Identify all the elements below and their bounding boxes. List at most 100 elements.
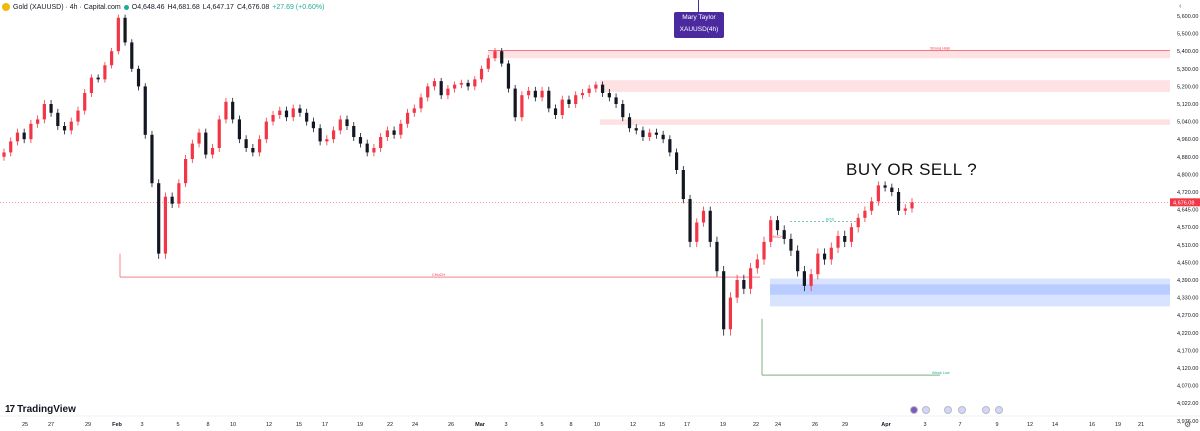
candle-body: [829, 247, 833, 260]
candle-body: [76, 110, 80, 122]
time-tick-label: 5: [176, 422, 179, 428]
flag-us-icon[interactable]: [958, 406, 966, 414]
candle-body: [728, 297, 732, 330]
time-tick-label: 26: [448, 422, 454, 428]
author-connector: [698, 0, 699, 12]
gear-icon[interactable]: ⚙: [1184, 420, 1192, 429]
candle-body: [9, 141, 13, 153]
symbol-title[interactable]: Gold (XAUUSD) · 4h · Capital.com: [13, 3, 121, 11]
candle-body: [36, 119, 40, 124]
candle-body: [130, 42, 134, 69]
candle-body: [439, 81, 443, 96]
candle-body: [197, 132, 201, 144]
candle-body: [29, 123, 33, 140]
price-tick-label: 4,960.00: [1177, 137, 1198, 143]
candle-body: [184, 159, 188, 184]
collapse-icon[interactable]: ‹: [1179, 3, 1182, 10]
demand-zone: [770, 284, 1170, 295]
candle-body: [251, 148, 255, 153]
candle-body: [890, 187, 894, 192]
candle-body: [96, 77, 100, 80]
price-tick-label: 5,300.00: [1177, 67, 1198, 73]
candle-body: [654, 132, 659, 135]
candle-body: [755, 259, 759, 269]
candle-body: [157, 183, 161, 254]
price-tick-label: 4,645.00: [1177, 208, 1198, 214]
flag-us-icon[interactable]: [995, 406, 1003, 414]
candle-body: [627, 117, 632, 129]
time-tick-label: 9: [995, 422, 998, 428]
candle-body: [553, 108, 558, 115]
time-tick-label: 24: [412, 422, 418, 428]
candle-body: [876, 185, 880, 202]
time-tick-label: 16: [1089, 422, 1095, 428]
candle-body: [257, 139, 262, 153]
time-tick-label: 5: [540, 422, 543, 428]
time-tick-label: 3: [140, 422, 143, 428]
candle-body: [392, 130, 396, 135]
candle-body: [412, 108, 416, 113]
candle-body: [708, 210, 712, 242]
price-tick-label: 4,330.00: [1177, 296, 1198, 302]
candle-body: [560, 99, 564, 115]
candle-body: [224, 101, 228, 120]
ohlc-low: L4,647.17: [202, 3, 234, 11]
event-icon[interactable]: [910, 406, 918, 414]
gold-icon: [2, 3, 10, 11]
candle-body: [910, 202, 914, 209]
candle-body: [331, 130, 336, 140]
candle-body: [896, 192, 901, 211]
candle-body: [621, 104, 625, 118]
candle-body: [385, 130, 389, 137]
symbol-header: Gold (XAUUSD) · 4h · Capital.com O4,648.…: [2, 3, 324, 11]
time-tick-label: 19: [1115, 422, 1121, 428]
price-tick-label: 4,570.00: [1177, 225, 1198, 231]
flag-us-icon[interactable]: [944, 406, 952, 414]
candle-body: [668, 139, 672, 153]
candle-body: [513, 88, 517, 118]
flag-us-icon[interactable]: [982, 406, 990, 414]
time-tick-label: 17: [684, 422, 690, 428]
candle-body: [244, 139, 248, 148]
last-price-label: 4,676.08: [1173, 200, 1194, 206]
candle-body: [661, 134, 665, 140]
candle-body: [426, 86, 430, 98]
time-tick-label: 12: [1027, 422, 1033, 428]
candle-body: [567, 99, 571, 104]
buy-or-sell-text: BUY OR SELL ?: [846, 160, 978, 179]
tradingview-logo[interactable]: 17 TradingView: [5, 404, 76, 415]
candle-body: [594, 84, 598, 89]
flag-us-icon[interactable]: [922, 406, 930, 414]
candle-body: [318, 128, 322, 142]
candle-body: [170, 196, 174, 204]
candle-body: [782, 230, 786, 239]
candle-body: [883, 185, 887, 188]
time-tick-label: Apr: [881, 422, 891, 428]
candle-body: [863, 210, 867, 218]
author-badge: Mary Taylor XAUUSD(4h): [674, 12, 724, 38]
level-label: Weak Low: [932, 371, 950, 375]
candle-body: [547, 90, 551, 109]
price-change: +27.69 (+0.60%): [272, 3, 325, 11]
candle-body: [210, 148, 215, 155]
candle-body: [533, 90, 537, 98]
candle-body: [715, 241, 719, 272]
candle-body: [177, 183, 181, 204]
candle-body: [802, 271, 806, 286]
candle-body: [325, 139, 329, 142]
candle-body: [688, 199, 692, 242]
price-tick-label: 5,600.00: [1177, 14, 1198, 20]
candle-body: [479, 68, 484, 80]
time-tick-label: 19: [720, 422, 726, 428]
candle-body: [775, 220, 780, 231]
candle-body: [836, 236, 840, 248]
price-tick-label: 4,022.00: [1177, 401, 1198, 407]
time-tick-label: 10: [230, 422, 236, 428]
candle-body: [42, 104, 46, 120]
candle-body: [204, 132, 208, 155]
candle-body: [190, 143, 194, 159]
price-tick-label: 4,270.00: [1177, 313, 1198, 319]
price-tick-label: 5,040.00: [1177, 120, 1198, 126]
candles-layer: [2, 14, 914, 336]
